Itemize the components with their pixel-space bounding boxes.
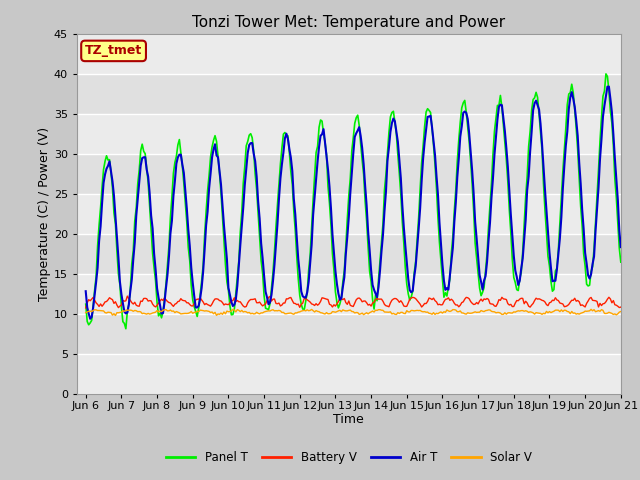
Bar (77, 73, 621, 114)
Bar (77, 114, 621, 154)
Bar (77, 274, 621, 313)
Bar (77, 354, 621, 394)
X-axis label: Time: Time (333, 413, 364, 426)
Bar (77, 313, 621, 354)
Bar (77, 234, 621, 274)
Bar (77, 34, 621, 73)
Bar (77, 193, 621, 234)
Text: TZ_tmet: TZ_tmet (85, 44, 142, 58)
Y-axis label: Temperature (C) / Power (V): Temperature (C) / Power (V) (38, 127, 51, 300)
Title: Tonzi Tower Met: Temperature and Power: Tonzi Tower Met: Temperature and Power (192, 15, 506, 30)
Bar (77, 154, 621, 193)
Legend: Panel T, Battery V, Air T, Solar V: Panel T, Battery V, Air T, Solar V (161, 446, 537, 469)
